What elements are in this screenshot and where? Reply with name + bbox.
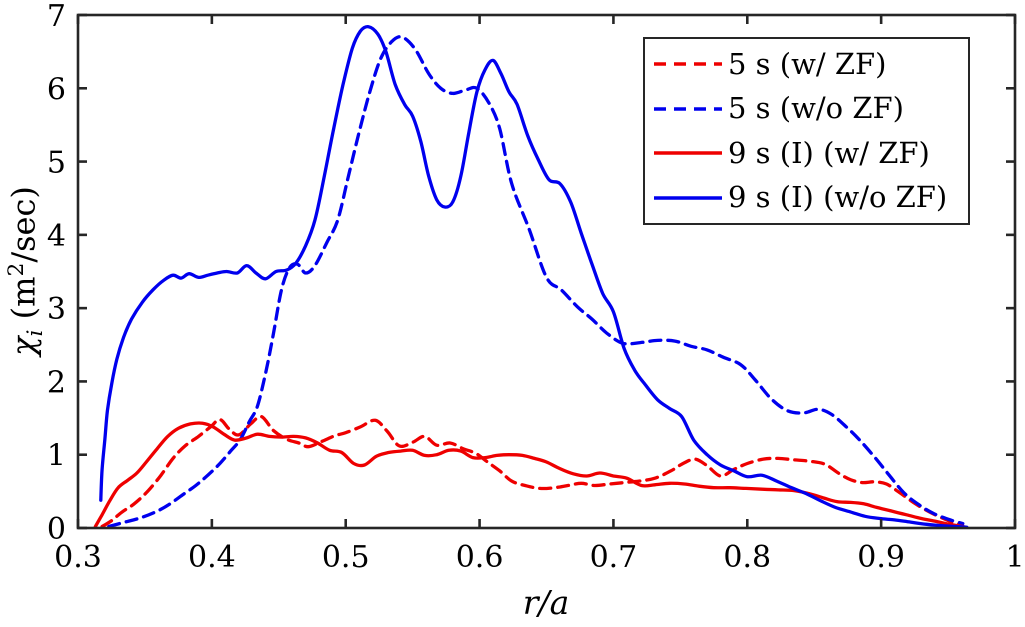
y-tick-label: 3	[47, 292, 66, 327]
unit-superscript: 2	[3, 262, 29, 277]
legend-item-label: 9 s (I) (w/ ZF)	[728, 135, 930, 170]
legend-item-3: 9 s (I) (w/o ZF)	[645, 176, 968, 220]
x-tick-label: 0.3	[54, 540, 102, 575]
y-axis-label: χi (m2/sec)	[4, 186, 48, 356]
y-tick-label: 2	[47, 365, 66, 400]
curve-3-9-s-i-w-o-zf-	[99, 24, 969, 529]
legend-sample-line	[654, 151, 722, 155]
legend: 5 s (w/ ZF) 5 s (w/o ZF) 9 s (I) (w/ ZF) 9 …	[643, 37, 970, 225]
y-tick-label: 7	[47, 0, 66, 34]
curve-1-5-s-w-o-zf-	[107, 35, 965, 529]
curve-2-9-s-i-w-zf-	[93, 421, 965, 529]
x-tick-label: 0.9	[857, 540, 905, 575]
x-tick-label: 0.7	[590, 540, 638, 575]
chi-symbol: χ	[4, 336, 43, 356]
y-tick-label: 4	[47, 219, 66, 254]
curve-0-5-s-w-zf-	[100, 414, 965, 529]
x-tick-label: 1	[1005, 540, 1024, 575]
legend-item-label: 5 s (w/o ZF)	[728, 91, 904, 126]
chi-subscript: i	[23, 329, 49, 337]
axes: 0.3 0.4 0.5 0.6 0.7 0.8 0.9 1 0 1 2 3 4 5 6 7	[47, 0, 1025, 575]
y-tick-label: 6	[47, 72, 66, 107]
x-tick-label: 0.4	[188, 540, 236, 575]
unit-post: /sec)	[4, 186, 43, 263]
unit-pre: (m	[4, 276, 43, 330]
x-tick-label: 0.8	[723, 540, 771, 575]
y-tick-label: 1	[47, 439, 66, 474]
legend-sample-line	[654, 196, 722, 200]
x-axis-label: r/a	[522, 583, 570, 622]
legend-item-0: 5 s (w/ ZF)	[645, 42, 968, 86]
legend-item-label: 5 s (w/ ZF)	[728, 46, 887, 81]
curves	[93, 24, 969, 529]
legend-sample-line	[654, 62, 722, 66]
legend-item-label: 9 s (I) (w/o ZF)	[728, 180, 948, 215]
x-tick-label: 0.6	[456, 540, 504, 575]
legend-item-2: 9 s (I) (w/ ZF)	[645, 131, 968, 175]
legend-sample-line	[654, 107, 722, 111]
y-tick-label: 5	[47, 146, 66, 181]
x-tick-label: 0.5	[322, 540, 370, 575]
y-tick-label: 0	[47, 512, 66, 547]
legend-item-1: 5 s (w/o ZF)	[645, 87, 968, 131]
plot-box	[76, 13, 1017, 530]
